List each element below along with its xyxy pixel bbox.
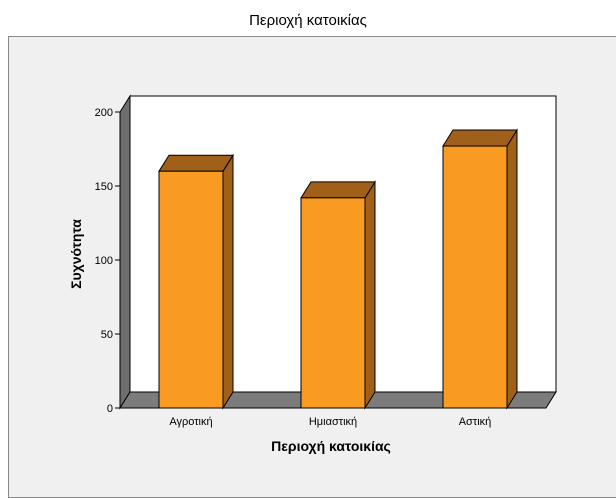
x-category-label: Αγροτική: [169, 416, 212, 428]
bar-side[interactable]: [364, 180, 376, 410]
y-tick-label: 50: [101, 329, 113, 341]
x-axis-label: Περιοχή κατοικίας: [271, 438, 391, 454]
bar[interactable]: [158, 170, 224, 409]
x-category-label: Αστική: [459, 416, 492, 428]
bar-top[interactable]: [300, 181, 376, 199]
y-tick-label: 0: [107, 403, 113, 415]
y-tick-label: 150: [95, 181, 113, 193]
bar-side[interactable]: [506, 128, 518, 410]
bar[interactable]: [442, 145, 508, 409]
chart-title: Περιοχή κατοικίας: [249, 12, 367, 29]
y-axis-label: Συχνότητα: [68, 219, 84, 289]
bar-top[interactable]: [442, 129, 518, 147]
plot-left-wall: [119, 94, 131, 410]
bar[interactable]: [300, 197, 366, 409]
bar-side[interactable]: [222, 153, 234, 410]
x-category-label: Ημιαστική: [309, 416, 357, 428]
bar-top[interactable]: [158, 154, 234, 172]
y-tick-label: 100: [95, 255, 113, 267]
y-tick-label: 200: [95, 107, 113, 119]
